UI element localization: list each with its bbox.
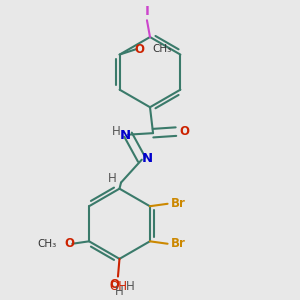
Text: O: O — [109, 278, 119, 291]
Text: H: H — [112, 124, 121, 137]
Text: O: O — [179, 125, 189, 138]
Text: Br: Br — [171, 197, 185, 210]
Text: H: H — [108, 172, 117, 185]
Text: OH: OH — [109, 280, 127, 292]
Text: CH₃: CH₃ — [152, 44, 172, 54]
Text: O: O — [64, 237, 74, 250]
Text: CH₃: CH₃ — [37, 239, 56, 249]
Text: N: N — [142, 152, 153, 165]
Text: O: O — [134, 43, 144, 56]
Text: H: H — [115, 285, 124, 298]
Text: Br: Br — [171, 237, 185, 250]
Text: I: I — [145, 5, 149, 18]
Text: H: H — [126, 280, 134, 292]
Text: N: N — [120, 129, 131, 142]
